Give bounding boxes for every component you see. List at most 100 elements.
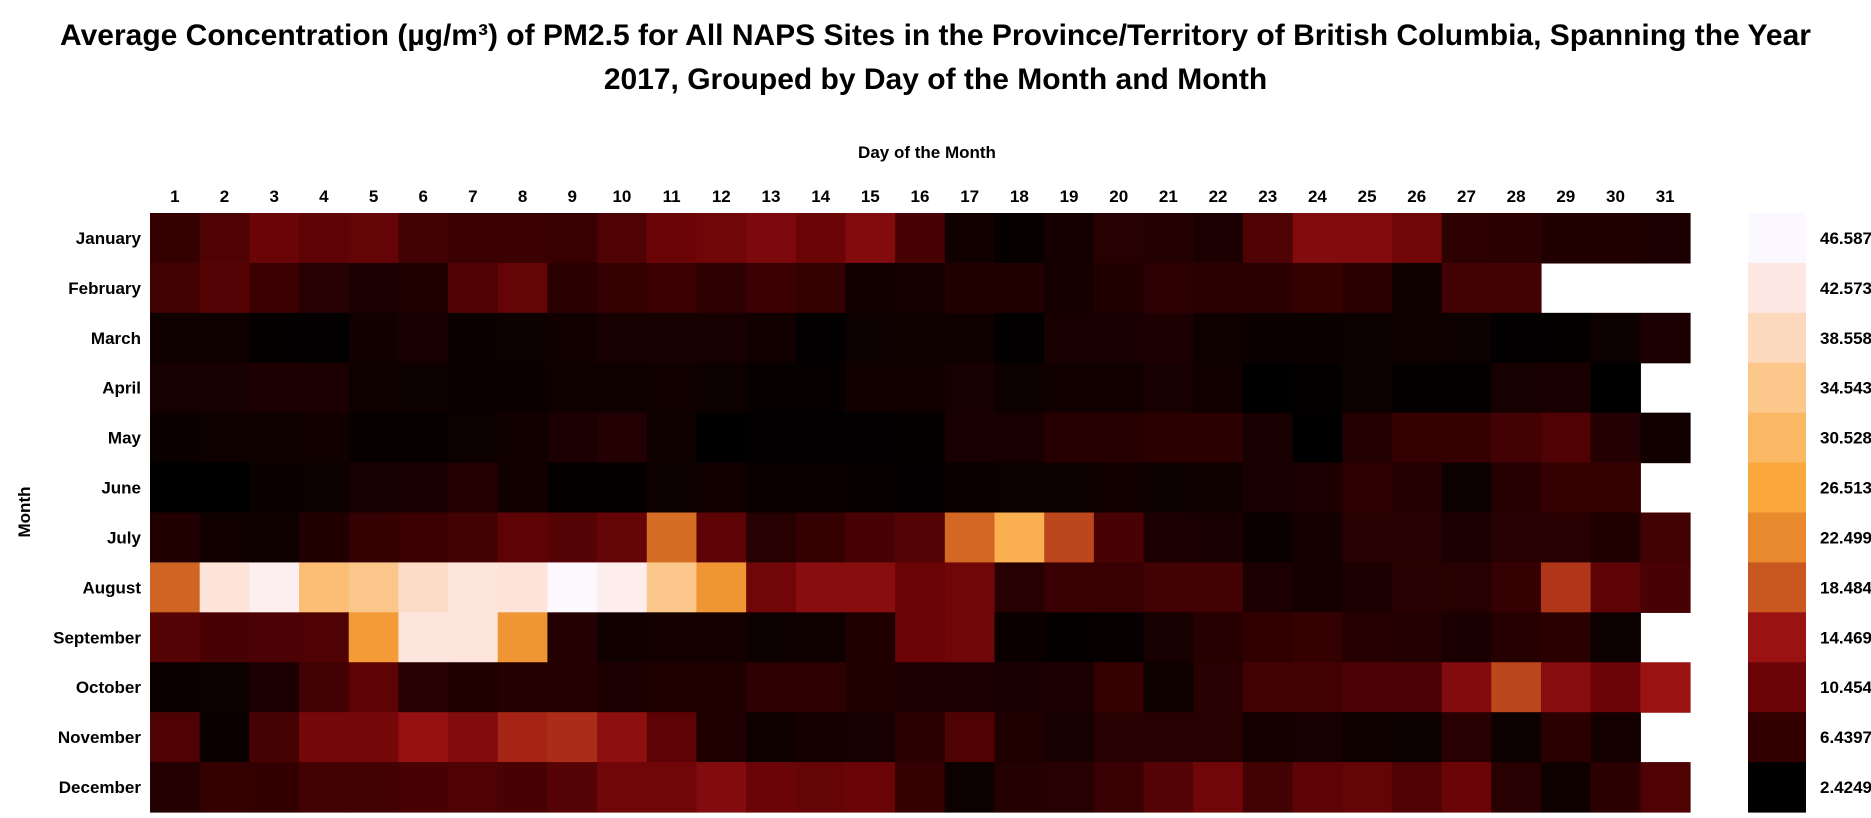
- heatmap-cell: [1143, 562, 1194, 613]
- heatmap-cell: [746, 213, 797, 264]
- heatmap-cell: [994, 213, 1045, 264]
- heatmap-cell: [1540, 562, 1592, 613]
- heatmap-cell: [249, 262, 300, 314]
- y-tick-labels: January February March April May June July Augu…: [53, 229, 141, 797]
- heatmap-cell: [646, 462, 698, 514]
- heatmap-cell: [845, 412, 896, 464]
- heatmap-cell: [1342, 462, 1393, 514]
- x-tick-label: 8: [518, 187, 527, 206]
- x-tick-label: 19: [1060, 187, 1079, 206]
- heatmap-cell: [398, 762, 449, 813]
- heatmap-cell: [1342, 762, 1393, 813]
- heatmap-cell: [1391, 612, 1443, 663]
- heatmap-cell: [597, 412, 648, 464]
- heatmap-cell: [994, 662, 1045, 713]
- heatmap-cell: [696, 213, 747, 264]
- heatmap-cell: [646, 662, 698, 713]
- chart-title: Average Concentration (µg/m³) of PM2.5 f…: [0, 14, 1871, 102]
- colorbar: 46.5878 42.573 38.5582 34.5434 30.5286 26.513…: [1748, 213, 1871, 813]
- heatmap-cell: [1342, 312, 1393, 364]
- heatmap-cell: [746, 312, 797, 364]
- heatmap-cell: [944, 662, 996, 713]
- y-axis-label: Month: [15, 487, 34, 538]
- heatmap-cell: [348, 262, 399, 314]
- heatmap-cell: [299, 512, 350, 564]
- x-tick-label: 30: [1606, 187, 1625, 206]
- heatmap-cell: [944, 412, 996, 464]
- heatmap-cell: [199, 312, 250, 364]
- heatmap-cell: [1590, 412, 1641, 464]
- heatmap-cell: [597, 762, 648, 813]
- heatmap-cell: [199, 762, 250, 813]
- heatmap-cell: [1491, 262, 1542, 314]
- heatmap-cell: [1292, 512, 1343, 564]
- heatmap-cell: [1441, 362, 1492, 414]
- heatmap-cell: [448, 262, 499, 314]
- heatmap-cell: [944, 462, 996, 514]
- heatmap-cell: [895, 562, 946, 613]
- heatmap-cell: [398, 412, 449, 464]
- heatmap-cell: [1292, 662, 1343, 713]
- heatmap-cell: [845, 612, 896, 663]
- heatmap-cell: [1491, 312, 1542, 364]
- heatmap-cell: [994, 412, 1045, 464]
- heatmap-cell: [1193, 762, 1244, 813]
- heatmap-cell: [696, 362, 747, 414]
- heatmap-cell: [150, 213, 201, 264]
- x-tick-label: 16: [911, 187, 930, 206]
- heatmap-cell: [1441, 762, 1492, 813]
- heatmap-cell: [646, 213, 698, 264]
- heatmap-cell: [1540, 712, 1592, 763]
- heatmap-cell: [944, 262, 996, 314]
- heatmap-cell: [845, 562, 896, 613]
- heatmap-cell: [795, 312, 847, 364]
- colorbar-segment: [1748, 213, 1806, 264]
- heatmap-cell: [150, 512, 201, 564]
- heatmap-cell: [746, 462, 797, 514]
- heatmap-cell: [994, 362, 1045, 414]
- heatmap-cell: [1441, 412, 1492, 464]
- heatmap-cell: [895, 362, 946, 414]
- heatmap-cell: [1093, 712, 1145, 763]
- chart-title-line-2: 2017, Grouped by Day of the Month and Mo…: [603, 63, 1268, 96]
- heatmap-cell: [1093, 462, 1145, 514]
- heatmap-cell: [497, 412, 549, 464]
- heatmap-cell: [1193, 562, 1244, 613]
- heatmap-cell: [1292, 312, 1343, 364]
- heatmap-cell: [795, 262, 847, 314]
- heatmap-cell: [1292, 612, 1343, 663]
- colorbar-segment: [1748, 662, 1806, 713]
- heatmap-cell: [944, 612, 996, 663]
- heatmap-cell: [1491, 662, 1542, 713]
- heatmap-cell: [249, 362, 300, 414]
- heatmap-cell: [1044, 512, 1095, 564]
- heatmap-cell: [299, 262, 350, 314]
- heatmap-cell: [1391, 512, 1443, 564]
- heatmap-cell: [944, 312, 996, 364]
- heatmap-cell: [1044, 712, 1095, 763]
- heatmap-cell: [1292, 462, 1343, 514]
- heatmap-cell: [1044, 762, 1095, 813]
- heatmap-cell: [1540, 213, 1592, 264]
- heatmap-cell: [646, 262, 698, 314]
- y-tick-label: September: [53, 628, 141, 647]
- heatmap-cell: [398, 462, 449, 514]
- heatmap-cell: [1640, 762, 1691, 813]
- heatmap-cell: [746, 562, 797, 613]
- x-tick-label: 14: [811, 187, 830, 206]
- heatmap-cell: [497, 762, 549, 813]
- heatmap-cell: [746, 362, 797, 414]
- heatmap-cell: [1491, 512, 1542, 564]
- heatmap-cell: [1242, 662, 1294, 713]
- x-tick-label: 5: [369, 187, 378, 206]
- heatmap-cell: [497, 362, 549, 414]
- heatmap-cell: [348, 712, 399, 763]
- x-tick-label: 26: [1407, 187, 1426, 206]
- colorbar-segment: [1748, 762, 1806, 813]
- heatmap-cell: [1143, 612, 1194, 663]
- heatmap-cell: [249, 312, 300, 364]
- colorbar-segment: [1748, 462, 1806, 514]
- heatmap-cell: [1093, 662, 1145, 713]
- heatmap-cell: [348, 662, 399, 713]
